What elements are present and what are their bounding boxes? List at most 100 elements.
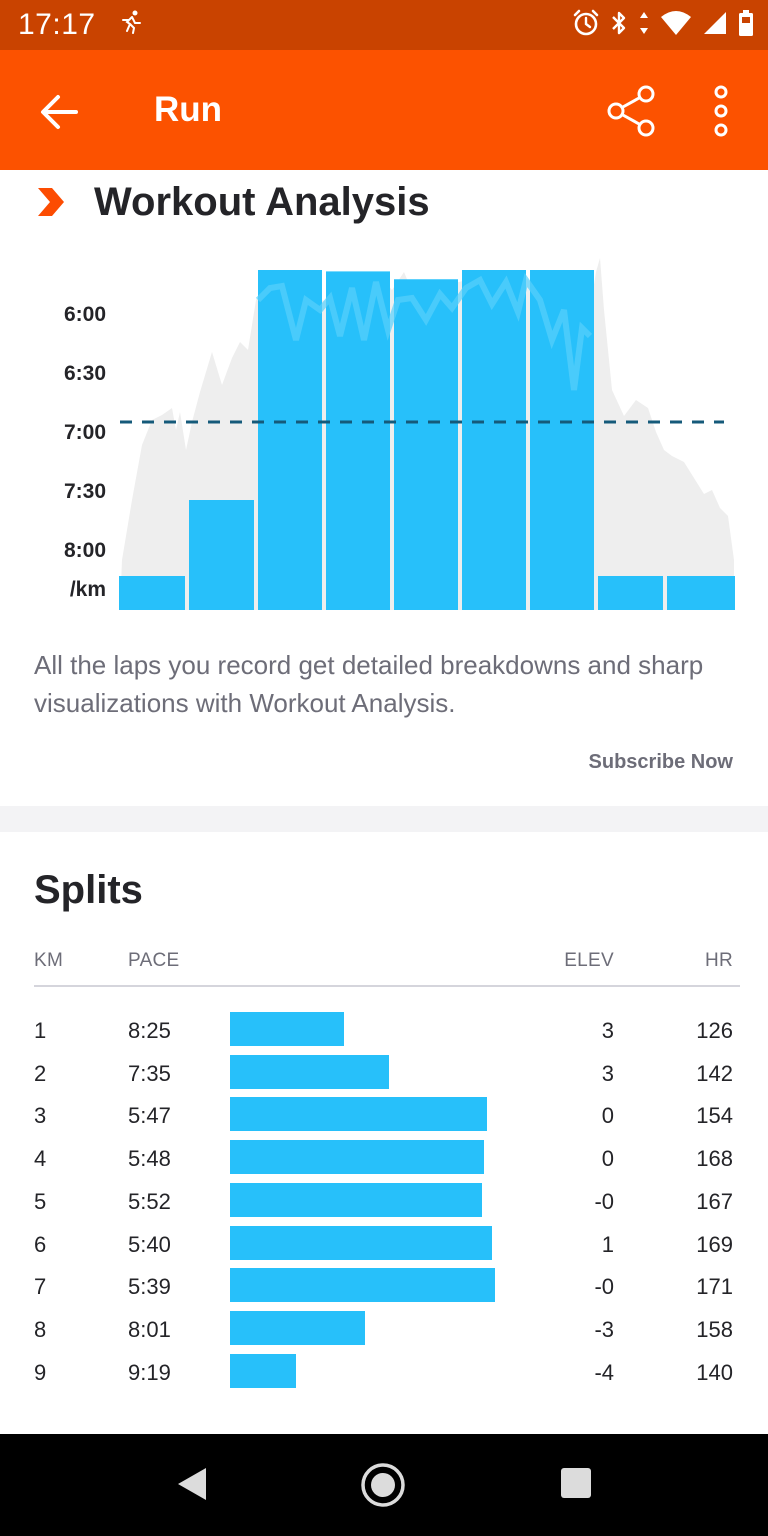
split-hr: 140 — [696, 1359, 733, 1385]
split-row: 5 5:52 -0 167 — [0, 1182, 768, 1225]
splits-title: Splits — [34, 868, 143, 912]
summit-chevron-icon — [38, 188, 64, 216]
split-pace: 5:39 — [128, 1274, 171, 1300]
split-pace-bar — [230, 1097, 487, 1132]
share-icon — [607, 85, 655, 137]
app-bar: Run — [0, 50, 768, 170]
split-pace: 5:52 — [128, 1188, 171, 1214]
split-pace-bar — [230, 1140, 484, 1175]
lap-bar-9[interactable] — [667, 576, 735, 610]
split-pace-bar — [230, 1225, 492, 1260]
split-pace-bar — [230, 1310, 365, 1345]
split-km: 2 — [34, 1060, 47, 1086]
split-km: 7 — [34, 1274, 47, 1300]
split-elev: -4 — [594, 1359, 614, 1385]
section-divider — [0, 806, 768, 832]
split-km: 3 — [34, 1103, 47, 1129]
subscribe-now-link[interactable]: Subscribe Now — [588, 751, 733, 773]
workout-analysis-description: All the laps you record get detailed bre… — [34, 650, 704, 718]
lap-bar-1[interactable] — [119, 576, 185, 610]
split-pace: 7:35 — [128, 1060, 171, 1086]
splits-header-km: KM — [34, 950, 64, 971]
pace-chart-canvas — [119, 258, 735, 610]
split-km: 6 — [34, 1231, 47, 1257]
split-hr: 142 — [696, 1060, 733, 1086]
system-nav-bar — [0, 1434, 768, 1536]
y-tick-label: 7:30 — [63, 480, 106, 503]
split-row: 8 8:01 -3 158 — [0, 1310, 768, 1353]
split-row: 3 5:47 0 154 — [0, 1097, 768, 1139]
lap-bar-8[interactable] — [598, 576, 663, 610]
split-pace: 9:19 — [128, 1359, 171, 1385]
split-km: 8 — [34, 1316, 47, 1342]
share-button[interactable] — [604, 84, 658, 138]
bluetooth-icon — [612, 11, 626, 35]
back-button[interactable] — [36, 88, 84, 136]
y-tick-label: 6:00 — [63, 303, 106, 326]
lap-bar-2[interactable] — [189, 500, 254, 610]
page-title: Run — [154, 90, 223, 129]
split-pace: 5:40 — [128, 1231, 171, 1257]
split-row: 7 5:39 -0 171 — [0, 1268, 768, 1310]
lap-bar-5[interactable] — [394, 279, 458, 610]
split-elev: 1 — [601, 1231, 614, 1257]
split-elev: -0 — [594, 1188, 614, 1214]
nav-back-icon[interactable] — [172, 1464, 212, 1504]
splits-header-divider — [34, 985, 740, 987]
splits-header-elev: ELEV — [564, 950, 614, 971]
battery-icon — [739, 10, 753, 36]
y-tick-label: 8:00 — [63, 539, 106, 562]
split-row: 1 8:25 3 126 — [0, 1012, 768, 1054]
status-icons — [572, 9, 754, 37]
split-elev: 0 — [601, 1103, 614, 1129]
more-vert-icon — [714, 85, 728, 137]
split-hr: 126 — [696, 1018, 733, 1043]
split-hr: 158 — [696, 1316, 733, 1342]
split-pace-bar — [230, 1012, 344, 1046]
split-pace-bar — [230, 1182, 482, 1217]
split-km: 9 — [34, 1359, 47, 1385]
split-elev: -0 — [594, 1274, 614, 1300]
back-arrow-icon — [41, 95, 78, 129]
splits-header-hr: HR — [704, 950, 733, 971]
lap-bar-6[interactable] — [462, 270, 526, 610]
nav-home-icon[interactable] — [360, 1462, 406, 1508]
wifi-icon — [661, 11, 691, 35]
split-row: 9 9:19 -4 140 — [0, 1353, 768, 1396]
nav-recents-icon[interactable] — [560, 1467, 592, 1499]
split-elev: -3 — [594, 1316, 614, 1342]
y-tick-label: 7:00 — [63, 421, 106, 444]
split-row: 6 5:40 1 169 — [0, 1225, 768, 1268]
split-hr: 167 — [696, 1188, 733, 1214]
y-tick-label: 6:30 — [63, 362, 106, 385]
split-pace: 8:25 — [128, 1018, 171, 1043]
splits-header-pace: PACE — [128, 950, 180, 971]
split-hr: 171 — [696, 1274, 733, 1300]
more-options-button[interactable] — [705, 84, 737, 138]
split-pace-bar — [230, 1054, 389, 1089]
split-elev: 0 — [601, 1146, 614, 1172]
signal-icon — [704, 12, 726, 34]
split-pace: 8:01 — [128, 1316, 171, 1342]
pace-trace-line — [255, 272, 593, 391]
split-km: 4 — [34, 1146, 47, 1172]
split-hr: 168 — [696, 1146, 733, 1172]
split-row: 4 5:48 0 168 — [0, 1140, 768, 1182]
data-arrows-icon — [640, 12, 648, 34]
split-pace: 5:48 — [128, 1146, 171, 1172]
split-pace-bar — [230, 1353, 296, 1388]
split-row: 2 7:35 3 142 — [0, 1054, 768, 1097]
alarm-icon — [573, 9, 599, 36]
status-bar: 17:17 — [0, 0, 768, 50]
workout-analysis-chart: 6:00 6:30 7:00 7:30 8:00 /km — [0, 240, 768, 620]
running-activity-icon — [118, 9, 144, 41]
workout-analysis-title: Workout Analysis — [94, 180, 430, 224]
split-km: 5 — [34, 1188, 47, 1214]
split-pace-bar — [230, 1268, 495, 1303]
status-time: 17:17 — [18, 8, 96, 41]
split-hr: 154 — [696, 1103, 733, 1129]
split-elev: 3 — [601, 1018, 614, 1043]
split-elev: 3 — [601, 1060, 614, 1086]
y-unit-label: /km — [69, 578, 106, 601]
split-hr: 169 — [696, 1231, 733, 1257]
